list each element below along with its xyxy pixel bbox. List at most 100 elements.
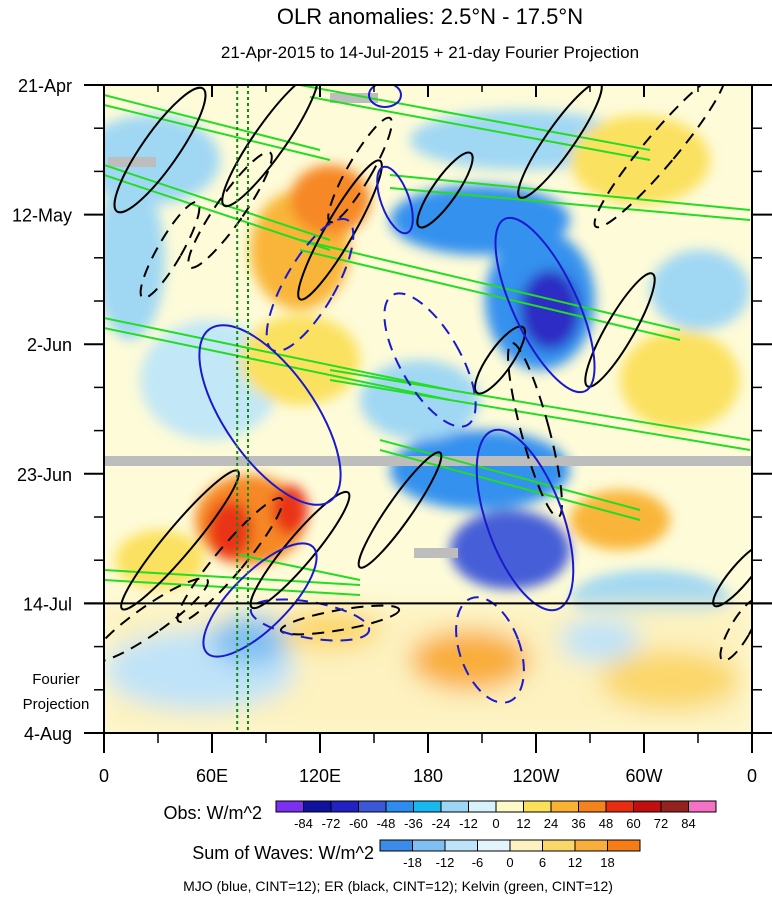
missing-data-strip: [104, 456, 752, 466]
pos-anomaly-blob: [290, 165, 370, 235]
mjo-contour: [494, 216, 596, 394]
colorbar-swatch: [607, 839, 641, 852]
neg-anomaly-blob: [360, 360, 480, 440]
x-axis: 0 60E 120E 180 120W 60W 0: [99, 85, 757, 786]
kelvin-contour: [299, 85, 651, 161]
y-tick-label: 12-May: [12, 206, 72, 226]
colorbar-swatch: [440, 800, 469, 813]
pos-anomaly-blob: [570, 490, 670, 550]
er-contour: [474, 325, 526, 395]
colorbar-level-label: 24: [544, 816, 558, 831]
projection-blob: [560, 618, 640, 662]
y-tick-label: 14-Jul: [23, 594, 72, 614]
mjo-contour: [202, 542, 318, 658]
y-tick-label: 23-Jun: [17, 465, 72, 485]
er-contour-negative: [139, 200, 201, 300]
er-contour: [221, 85, 319, 208]
projection-blob: [280, 610, 380, 650]
er-contour-negative: [176, 497, 284, 623]
colorbar-level-label: -12: [459, 816, 478, 831]
colorbar-swatch: [574, 839, 608, 852]
colorbar-swatch: [444, 839, 478, 852]
colorbar-level-label: 0: [506, 855, 513, 870]
kelvin-contour: [389, 174, 751, 221]
colorbar-swatch: [477, 839, 511, 852]
colorbar-swatch: [605, 800, 634, 813]
colorbar-level-label: 72: [654, 816, 668, 831]
er-contour-negative: [187, 151, 273, 269]
mjo-contour-negative: [249, 598, 371, 642]
colorbar-level-label: 18: [600, 855, 614, 870]
colorbar-level-label: 12: [516, 816, 530, 831]
waves-colorbar-label: Sum of Waves: W/m^2: [192, 843, 374, 863]
colorbar-level-label: 48: [599, 816, 613, 831]
colorbar-level-label: -24: [432, 816, 451, 831]
pos-anomaly-blob: [570, 115, 710, 205]
x-tick-label: 0: [99, 766, 109, 786]
obs-colorbar-label: Obs: W/m^2: [164, 803, 262, 823]
colorbar-level-label: -36: [404, 816, 423, 831]
kelvin-contour: [104, 94, 331, 161]
colorbar-swatch: [633, 800, 662, 813]
kelvin-contour: [239, 554, 361, 581]
colorbar-swatch: [412, 839, 446, 852]
colorbar-level-label: 84: [681, 816, 695, 831]
colorbar-swatch: [550, 800, 579, 813]
projection-label-line1: Fourier: [32, 671, 80, 688]
er-contour: [113, 86, 207, 214]
projection-blob: [410, 630, 530, 690]
er-contour-negative: [279, 604, 401, 636]
colorbar-swatch: [688, 800, 717, 813]
mjo-contour-negative: [455, 596, 525, 704]
colorbar-swatch: [379, 839, 413, 852]
x-tick-label: 180: [413, 766, 443, 786]
colorbar-swatch: [542, 839, 576, 852]
mjo-contour: [198, 324, 342, 506]
mjo-contours: [198, 85, 596, 704]
y-tick-label: 21-Apr: [18, 76, 72, 96]
colorbar-level-label: 12: [568, 855, 582, 870]
colorbar-swatch: [303, 800, 332, 813]
chart-subtitle: 21-Apr-2015 to 14-Jul-2015 + 21-day Four…: [221, 43, 639, 62]
colorbar-swatch: [468, 800, 497, 813]
colorbar-level-label: 60: [626, 816, 640, 831]
obs-colorbar: -84 -72 -60 -48 -36 -24 -12 0 12 24 36 48 60 72 84: [275, 800, 717, 831]
colorbar-level-label: -6: [472, 855, 484, 870]
colorbar-level-label: -48: [377, 816, 396, 831]
colorbar-swatch: [413, 800, 442, 813]
chart-title: OLR anomalies: 2.5°N - 17.5°N: [277, 4, 583, 29]
colorbar-swatch: [509, 839, 543, 852]
x-tick-label: 60W: [625, 766, 662, 786]
neg-anomaly-blob: [650, 250, 750, 330]
x-tick-label: 0: [747, 766, 757, 786]
kelvin-contour: [329, 369, 751, 451]
er-contour: [297, 159, 383, 301]
missing-data-strip: [330, 93, 378, 103]
er-contour: [357, 451, 443, 569]
colorbar-level-label: 6: [539, 855, 546, 870]
colorbar-swatch: [660, 800, 689, 813]
pos-anomaly-blob: [208, 500, 252, 560]
er-contour: [416, 151, 474, 229]
y-tick-label: 2-Jun: [27, 335, 72, 355]
mjo-contour-negative: [265, 217, 355, 353]
colorbar-swatch: [385, 800, 414, 813]
projection-blob: [600, 650, 740, 710]
er-contour-negative: [719, 598, 752, 662]
neg-anomaly-blob: [104, 180, 165, 340]
projection-label-line2: Projection: [23, 696, 90, 713]
colorbar-level-label: 36: [571, 816, 585, 831]
colorbar-swatch: [358, 800, 387, 813]
mjo-contour: [475, 428, 575, 612]
colorbar-level-label: 0: [492, 816, 499, 831]
colorbar-swatch: [275, 800, 304, 813]
colorbar-level-label: -18: [403, 855, 422, 870]
colorbar-swatch: [495, 800, 524, 813]
colorbar-level-label: -84: [294, 816, 313, 831]
mjo-contour: [376, 165, 414, 235]
x-tick-label: 120E: [299, 766, 341, 786]
kelvin-contours: [104, 85, 751, 596]
colorbar-swatch: [523, 800, 552, 813]
colorbar-level-label: -60: [349, 816, 368, 831]
